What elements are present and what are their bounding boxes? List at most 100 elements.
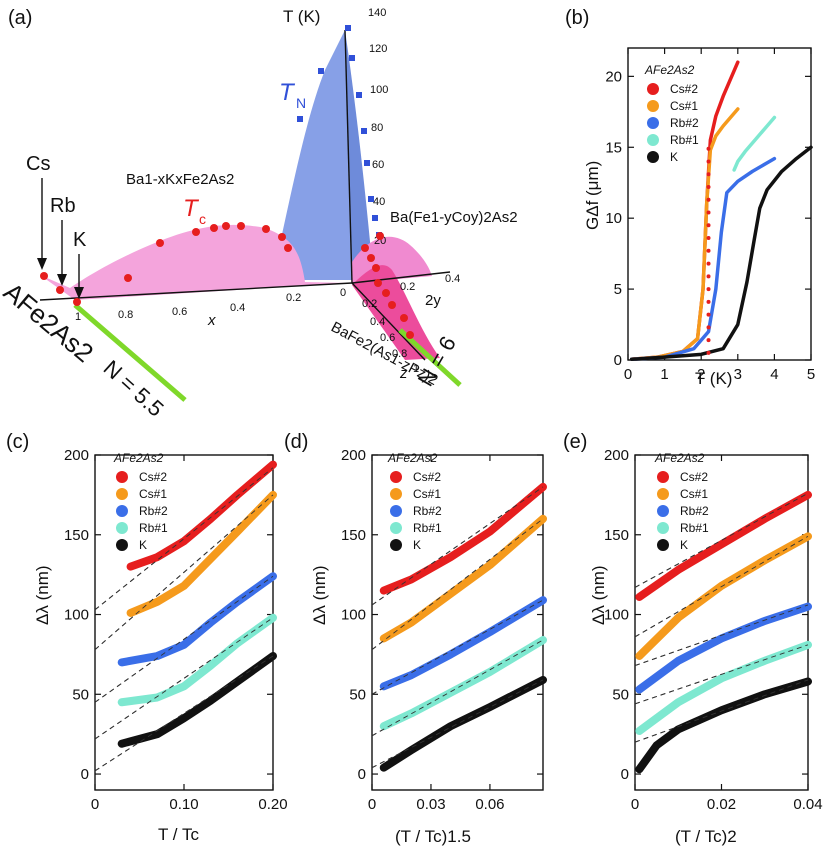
panel-a-label: (a)	[8, 7, 32, 29]
legend-label: Rb#1	[413, 521, 442, 535]
panel-e-label: (e)	[563, 431, 587, 453]
tc-marker-dot	[706, 184, 711, 189]
z-axis-tick-label: 0.4	[370, 316, 385, 328]
y-tick-label: 0	[614, 352, 622, 369]
legend-title: AFe2As2	[113, 451, 164, 465]
panel-b-legend: AFe2As2 Cs#2 Cs#1 Rb#2 Rb#1 K	[644, 63, 699, 164]
z-axis-tick-label: 0.8	[392, 348, 407, 360]
tc-point	[372, 264, 380, 272]
fit-line-overlay	[94, 575, 274, 703]
panel-b-ylabel: GΔf (μm)	[583, 161, 602, 230]
series-line	[117, 613, 277, 707]
series-line	[379, 675, 547, 772]
baco-label: Ba(Fe1-yCoy)2As2	[390, 209, 518, 226]
y-tick-label: 10	[605, 210, 622, 227]
tc-point	[284, 244, 292, 252]
panel-e-chart: (e) 0 50 100 150 200 0 0.02 0.04 AFe2As2 Cs#2 Cs#…	[563, 431, 823, 846]
legend-label: Rb#2	[680, 504, 709, 518]
tn-point	[361, 128, 367, 134]
tc-subscript: c	[199, 211, 206, 227]
tc-marker-dot	[706, 287, 711, 292]
panel-d-chart: (d) 0 50 100 150 200 0 0.03 0.06 AFe2As2 Cs#2 Cs#…	[284, 431, 547, 846]
legend-marker	[390, 539, 402, 551]
x-tick-label: 0	[624, 366, 632, 383]
y-tick-label: 0	[81, 766, 89, 783]
x-tick-label: 0.04	[793, 796, 822, 813]
panel-c-plot: 0 50 100 150 200 0 0.10 0.20	[64, 447, 288, 813]
legend-marker	[390, 471, 402, 483]
tn-point	[318, 68, 324, 74]
tc-dome-bap	[352, 265, 440, 360]
tc-point	[156, 239, 164, 247]
tc-point	[73, 298, 81, 306]
fit-line-overlay	[634, 604, 809, 666]
legend-marker	[647, 100, 659, 112]
t-axis-tick-label: 40	[373, 196, 385, 208]
tn-dome	[272, 30, 352, 280]
y-tick-label: 0	[358, 766, 366, 783]
tc-points	[40, 222, 414, 339]
panel-d-ylabel: Δλ (nm)	[310, 565, 329, 625]
legend-marker	[390, 522, 402, 534]
legend-title: AFe2As2	[644, 63, 695, 77]
panel-b-xlabel: T (K)	[695, 369, 732, 388]
legend-label: Rb#1	[680, 521, 709, 535]
legend-label: Rb#2	[670, 116, 699, 130]
tc-point	[124, 274, 132, 282]
tn-point	[356, 92, 362, 98]
t-axis-tick-label: 80	[371, 122, 383, 134]
tc-point	[406, 331, 414, 339]
legend-marker	[647, 83, 659, 95]
y-tick-label: 20	[605, 68, 622, 85]
panel-b-chart: (b) 0 5 10 15 20 0 1 2 3 4 5 AFe2As2 Cs#2 Cs#1 Rb#2 Rb…	[565, 7, 815, 388]
tn-point	[368, 196, 374, 202]
legend-marker	[116, 471, 128, 483]
y-axis-tick-label: 0.2	[400, 281, 415, 293]
panel-d-xlabel: (T / Tc)1.5	[395, 827, 471, 846]
z-axis-tick-label: 0.6	[380, 332, 395, 344]
series-line	[379, 636, 547, 731]
tc-marker-dot	[706, 172, 711, 177]
y-tick-label: 150	[604, 527, 629, 544]
panel-e-legend: AFe2As2 Cs#2 Cs#1 Rb#2 Rb#1 K	[654, 451, 709, 552]
series-line	[379, 482, 547, 595]
legend-label: Cs#1	[680, 487, 708, 501]
legend-marker	[116, 539, 128, 551]
x-axis-tick-label: 0.6	[172, 306, 187, 318]
bak-label: Ba1-xKxFe2As2	[126, 171, 234, 188]
tc-point	[40, 272, 48, 280]
y-axis-label: 2y	[425, 292, 441, 309]
series-line	[635, 677, 812, 774]
series-line	[635, 602, 812, 694]
tc-point	[192, 228, 200, 236]
plot-frame	[627, 47, 812, 361]
tc-point	[361, 244, 369, 252]
legend-marker	[657, 471, 669, 483]
y-tick-label: 5	[614, 281, 622, 298]
series-line	[629, 156, 777, 362]
z-axis-tick-label: 0.2	[362, 298, 377, 310]
t-axis	[344, 29, 353, 284]
x-tick-label: 3	[734, 366, 742, 383]
tc-marker-dot	[706, 223, 711, 228]
k-arrowhead	[74, 287, 84, 299]
x-axis-tick-labels: 1 0.8 0.6 0.4 0.2 0	[75, 287, 346, 323]
x-tick-label: 0.10	[169, 796, 198, 813]
x-axis	[39, 282, 353, 301]
x-axis-label: x	[207, 312, 216, 329]
fit-line-overlay	[94, 494, 274, 650]
tc-marker-dot	[706, 248, 711, 253]
tc-marker-dot	[706, 236, 711, 241]
tc-point	[388, 301, 396, 309]
plot-frame	[371, 454, 544, 791]
legend-marker	[657, 505, 669, 517]
series-line	[126, 460, 277, 571]
tc-point	[210, 224, 218, 232]
panel-e-plot: 0 50 100 150 200 0 0.02 0.04	[604, 447, 823, 813]
tc-point	[400, 314, 408, 322]
tc-marker-dot	[706, 146, 711, 151]
panel-c-legend: AFe2As2 Cs#2 Cs#1 Rb#2 Rb#1 K	[113, 451, 168, 552]
series-line	[732, 115, 777, 172]
n6-line	[398, 328, 462, 387]
